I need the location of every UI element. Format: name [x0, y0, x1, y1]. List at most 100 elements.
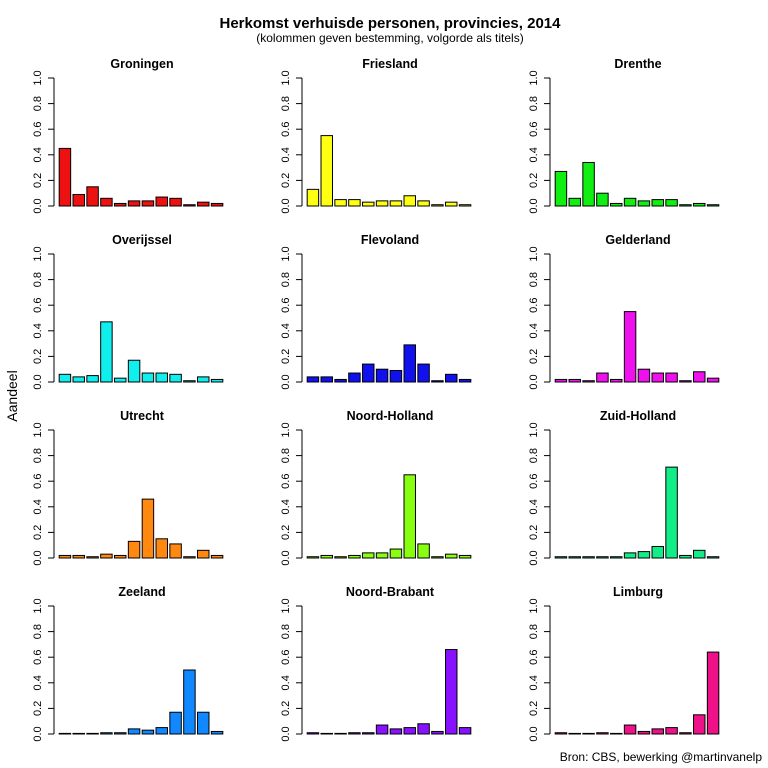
bar-gelderland-to-noord-holland [651, 372, 664, 383]
bar-zeeland-to-zeeland [183, 669, 196, 735]
bar-zeeland-to-utrecht [141, 729, 155, 735]
y-tick-label: 0.8 [280, 272, 292, 287]
bar-drenthe-to-limburg [706, 204, 720, 207]
panel-friesland: Friesland 0.0 0.2 0.4 0.6 0.8 1.0 [280, 57, 472, 214]
bar-friesland-to-groningen [306, 188, 320, 207]
y-tick-label: 0.2 [280, 701, 292, 716]
bar-flevoland-to-groningen [306, 376, 320, 383]
bar-limburg-to-noord-holland [651, 728, 664, 735]
y-tick-label: 0.8 [32, 272, 44, 287]
panel-title-flevoland: Flevoland [361, 233, 419, 247]
bar-zeeland-to-noord-holland [155, 727, 168, 735]
bar-noord-brabant-to-utrecht [389, 728, 403, 735]
bar-overijssel-to-overijssel [100, 321, 113, 383]
y-tick-label: 0.4 [280, 675, 292, 690]
bar-zeeland-to-groningen [58, 732, 72, 735]
bar-zuid-holland-to-utrecht [637, 551, 651, 559]
panel-noord-holland: Noord-Holland 0.0 0.2 0.4 0.6 0.8 1.0 [280, 409, 472, 566]
y-tick-label: 0.4 [280, 499, 292, 514]
bar-gelderland-to-overijssel [596, 372, 609, 383]
bar-limburg-to-noord-brabant [693, 714, 706, 735]
bar-zeeland-to-flevoland [114, 732, 127, 735]
bar-flevoland-to-zeeland [431, 380, 444, 383]
y-tick-label: 0.8 [280, 448, 292, 463]
bar-noord-holland-to-overijssel [348, 554, 361, 559]
bar-friesland-to-flevoland [362, 201, 375, 207]
y-tick-label: 1.0 [528, 70, 540, 85]
y-tick-label: 0.0 [528, 374, 540, 389]
panel-utrecht: Utrecht 0.0 0.2 0.4 0.6 0.8 1.0 [32, 409, 224, 566]
bar-utrecht-to-drenthe [86, 556, 99, 559]
bar-groningen-to-overijssel [100, 197, 113, 207]
y-tick-label: 0.6 [280, 122, 292, 137]
y-tick-label: 0.0 [32, 726, 44, 741]
bar-limburg-to-flevoland [610, 732, 623, 735]
bar-drenthe-to-overijssel [596, 192, 609, 207]
panel-noord-brabant: Noord-Brabant 0.0 0.2 0.4 0.6 0.8 1.0 [280, 585, 472, 742]
bar-friesland-to-utrecht [389, 200, 403, 207]
y-tick-label: 0.0 [280, 726, 292, 741]
bar-friesland-to-zuid-holland [417, 200, 430, 207]
bar-noord-holland-to-groningen [306, 556, 320, 559]
bar-limburg-to-groningen [554, 732, 568, 735]
bar-zuid-holland-to-gelderland [623, 552, 637, 559]
y-tick-label: 0.4 [528, 323, 540, 338]
bar-drenthe-to-groningen [554, 170, 568, 207]
y-tick-label: 0.6 [280, 650, 292, 665]
bar-limburg-to-gelderland [623, 724, 637, 735]
bar-zeeland-to-zuid-holland [169, 711, 182, 735]
y-tick-label: 1.0 [528, 246, 540, 261]
bar-noord-holland-to-drenthe [334, 556, 347, 559]
bar-drenthe-to-drenthe [582, 161, 595, 207]
y-tick-label: 0.6 [528, 650, 540, 665]
bar-flevoland-to-flevoland [362, 363, 375, 383]
bar-gelderland-to-drenthe [582, 380, 595, 383]
bar-drenthe-to-zeeland [679, 204, 692, 207]
bar-gelderland-to-zuid-holland [665, 372, 678, 383]
bar-drenthe-to-zuid-holland [665, 199, 678, 207]
bar-zuid-holland-to-flevoland [610, 556, 623, 559]
bar-limburg-to-zuid-holland [665, 727, 678, 735]
y-tick-label: 1.0 [32, 598, 44, 613]
bar-noord-holland-to-zuid-holland [417, 543, 430, 559]
y-tick-label: 0.2 [528, 349, 540, 364]
panels-group: Groningen 0.0 0.2 0.4 0.6 0.8 1.0 Friesland 0.0 0… [32, 57, 720, 742]
panel-title-gelderland: Gelderland [605, 233, 670, 247]
bar-gelderland-to-limburg [706, 377, 720, 383]
y-tick-label: 0.8 [528, 624, 540, 639]
panel-title-overijssel: Overijssel [112, 233, 172, 247]
bar-flevoland-to-friesland [320, 376, 333, 383]
y-tick-label: 1.0 [280, 70, 292, 85]
bar-noord-brabant-to-zuid-holland [417, 723, 430, 735]
panel-flevoland: Flevoland 0.0 0.2 0.4 0.6 0.8 1.0 [280, 233, 472, 390]
y-tick-label: 0.2 [32, 349, 44, 364]
bar-zeeland-to-drenthe [86, 732, 99, 735]
bar-zuid-holland-to-zuid-holland [665, 466, 678, 559]
y-axis-label: Aandeel [4, 370, 20, 421]
bar-zuid-holland-to-limburg [706, 556, 720, 559]
panel-title-limburg: Limburg [613, 585, 663, 599]
bar-noord-holland-to-gelderland [375, 552, 389, 559]
bar-utrecht-to-friesland [72, 554, 85, 559]
y-tick-label: 0.8 [528, 96, 540, 111]
y-tick-label: 0.2 [32, 525, 44, 540]
bar-groningen-to-drenthe [86, 186, 99, 207]
panel-title-utrecht: Utrecht [120, 409, 165, 423]
bar-zeeland-to-limburg [210, 730, 224, 735]
bar-gelderland-to-groningen [554, 378, 568, 383]
bar-noord-holland-to-flevoland [362, 552, 375, 559]
bar-noord-brabant-to-limburg [458, 727, 472, 735]
y-tick-label: 0.0 [32, 198, 44, 213]
y-tick-label: 0.2 [32, 701, 44, 716]
bar-flevoland-to-limburg [458, 378, 472, 383]
bar-drenthe-to-utrecht [637, 200, 651, 207]
panel-zuid-holland: Zuid-Holland 0.0 0.2 0.4 0.6 0.8 1.0 [528, 409, 720, 566]
bar-limburg-to-limburg [706, 651, 720, 735]
bar-friesland-to-zeeland [431, 204, 444, 207]
y-tick-label: 0.6 [32, 650, 44, 665]
bar-zuid-holland-to-noord-brabant [693, 549, 706, 559]
bar-noord-holland-to-utrecht [389, 548, 403, 559]
panel-title-friesland: Friesland [362, 57, 418, 71]
y-tick-label: 0.0 [528, 550, 540, 565]
bar-flevoland-to-zuid-holland [417, 363, 430, 383]
